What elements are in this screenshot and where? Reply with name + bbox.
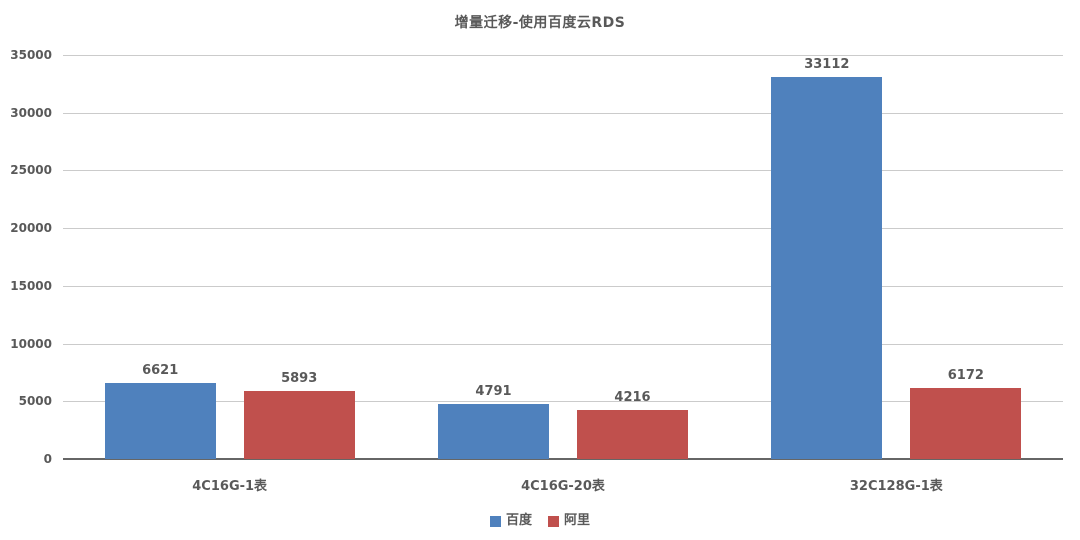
- bar-value-label: 6172: [947, 367, 984, 383]
- y-tick-label: 0: [43, 452, 52, 466]
- x-category-label-0: 4C16G-1表: [192, 479, 268, 494]
- legend-swatch-icon: [489, 515, 501, 527]
- legend: 百度 阿里: [0, 510, 1080, 532]
- legend-swatch-icon: [548, 515, 559, 527]
- bar-series-1-cat-0: [243, 390, 355, 459]
- bar-value-label: 6621: [142, 362, 179, 378]
- x-category-label-1: 4C16G-20表: [521, 479, 605, 494]
- legend-item-1: 阿里: [548, 514, 590, 528]
- bar-value-label: 33112: [804, 56, 850, 72]
- gridline: [63, 343, 1063, 345]
- y-tick-label: 15000: [10, 278, 52, 293]
- plot-area: 6621 5893 4791 4216 33112 6172: [63, 55, 1063, 460]
- bar-series-1-cat-2: [910, 387, 1022, 459]
- y-tick-label: 10000: [10, 336, 52, 351]
- legend-label: 阿里: [564, 513, 591, 528]
- y-tick-label: 25000: [10, 163, 52, 178]
- gridline: [63, 170, 1063, 172]
- gridline: [63, 112, 1063, 114]
- y-tick-label: 35000: [10, 48, 52, 62]
- x-axis-line: [63, 458, 1063, 460]
- bar-series-0-cat-0: [104, 382, 216, 459]
- gridline: [63, 285, 1063, 287]
- bar-series-1-cat-1: [577, 410, 688, 459]
- bar-series-0-cat-1: [438, 403, 549, 459]
- gridline: [63, 401, 1063, 403]
- legend-item-0: 百度: [489, 513, 532, 528]
- y-tick-label: 20000: [10, 221, 52, 236]
- legend-label: 百度: [505, 513, 532, 528]
- x-category-label-2: 32C128G-1表: [849, 479, 943, 494]
- y-tick-label: 5000: [18, 394, 52, 409]
- x-axis-category-labels: 4C16G-1表 4C16G-20表 32C128G-1表: [63, 478, 1063, 498]
- bar-value-label: 4216: [614, 390, 651, 406]
- bar-value-label: 5893: [281, 370, 318, 386]
- gridline: [63, 228, 1063, 230]
- y-axis-tick-labels: 0 5000 10000 15000 20000 25000 30000 35000: [0, 0, 52, 540]
- y-tick-label: 30000: [10, 105, 52, 120]
- gridline: [63, 55, 1063, 56]
- bar-series-0-cat-2: [771, 76, 883, 459]
- chart-title: 增量迁移-使用百度云RDS: [454, 15, 626, 31]
- bar-value-label: 4791: [475, 383, 512, 399]
